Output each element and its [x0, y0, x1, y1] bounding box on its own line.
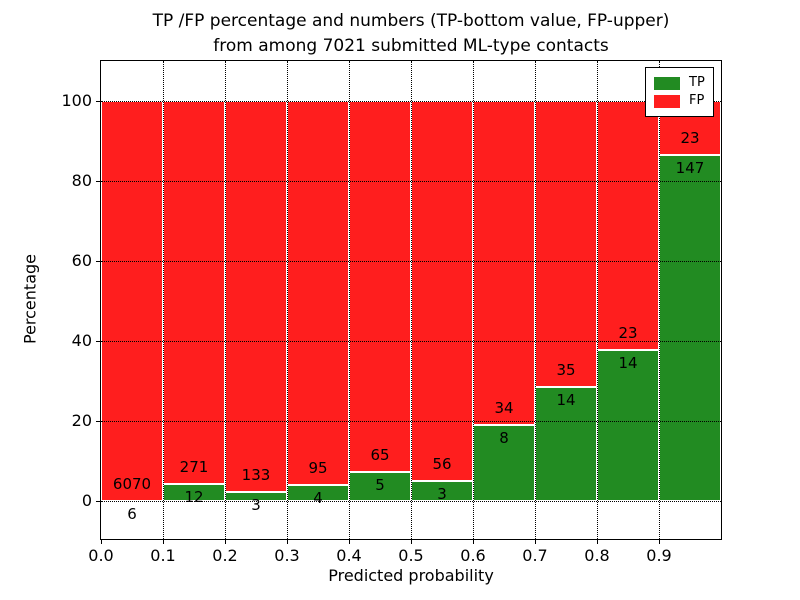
- tp-count-label: 6: [127, 504, 137, 523]
- y-tick-label: 60: [71, 251, 92, 270]
- tp-count-label: 14: [556, 390, 576, 409]
- tp-count-label: 12: [184, 488, 204, 507]
- y-tick: [96, 181, 100, 182]
- tp-bar-segment: [597, 349, 659, 501]
- y-tick-label: 20: [71, 411, 92, 430]
- x-gridline: [225, 61, 226, 539]
- x-gridline: [473, 61, 474, 539]
- x-tick-label: 0.4: [336, 546, 362, 565]
- x-tick: [349, 540, 350, 544]
- x-tick: [597, 540, 598, 544]
- fp-legend-label: FP: [689, 93, 705, 108]
- x-gridline: [349, 61, 350, 539]
- chart-title: TP /FP percentage and numbers (TP-bottom…: [100, 9, 722, 59]
- tp-count-label: 4: [313, 488, 323, 507]
- fp-count-label: 6070: [112, 474, 152, 493]
- fp-count-label: 35: [556, 360, 576, 379]
- x-tick-label: 0.1: [150, 546, 176, 565]
- legend-item-fp: FP: [654, 93, 705, 109]
- fp-legend-swatch: [654, 94, 680, 108]
- tp-bar-segment: [349, 472, 411, 501]
- fp-bar-segment: [473, 101, 535, 425]
- fp-count-label: 34: [494, 398, 514, 417]
- x-gridline: [411, 61, 412, 539]
- tp-count-label: 147: [675, 159, 705, 178]
- x-tick-label: 0.3: [274, 546, 300, 565]
- legend-item-tp: TP: [654, 75, 705, 91]
- y-tick: [96, 101, 100, 102]
- tp-legend-label: TP: [689, 75, 705, 90]
- x-gridline: [535, 61, 536, 539]
- y-axis-label: Percentage: [20, 253, 40, 345]
- tp-count-label: 3: [437, 484, 447, 503]
- y-tick-label: 40: [71, 331, 92, 350]
- x-tick: [473, 540, 474, 544]
- y-tick: [96, 501, 100, 502]
- x-tick-label: 0.2: [212, 546, 238, 565]
- x-tick-label: 0.5: [398, 546, 424, 565]
- fp-bar-segment: [411, 101, 473, 481]
- fp-count-label: 56: [432, 454, 452, 473]
- tp-count-label: 8: [499, 428, 509, 447]
- tp-bar-segment: [659, 155, 721, 501]
- x-tick: [101, 540, 102, 544]
- y-tick: [96, 341, 100, 342]
- x-tick-label: 0.6: [460, 546, 486, 565]
- chart-title-line2: from among 7021 submitted ML-type contac…: [213, 36, 609, 56]
- x-tick-label: 0.0: [88, 546, 114, 565]
- y-tick: [96, 261, 100, 262]
- y-tick-label: 0: [81, 491, 92, 510]
- x-tick-label: 0.8: [584, 546, 610, 565]
- fp-bar-segment: [349, 101, 411, 473]
- fp-bar-segment: [597, 101, 659, 350]
- fp-count-label: 65: [370, 446, 390, 465]
- fp-bar-segment: [101, 101, 163, 501]
- x-tick: [163, 540, 164, 544]
- fp-count-label: 95: [308, 458, 328, 477]
- plot-area: 6070 6 271 12 133 3 95 4 65 5 56 3 34 8 35 14 23 14 23 147 …: [100, 60, 722, 540]
- tp-count-label: 3: [251, 496, 261, 515]
- fp-bar-segment: [287, 101, 349, 485]
- fp-count-label: 23: [680, 129, 700, 148]
- y-tick: [96, 421, 100, 422]
- tp-legend-swatch: [654, 76, 680, 90]
- x-tick: [659, 540, 660, 544]
- x-gridline: [597, 61, 598, 539]
- y-tick-label: 80: [71, 171, 92, 190]
- y-tick-label: 100: [61, 91, 92, 110]
- x-gridline: [659, 61, 660, 539]
- fp-bar-segment: [163, 101, 225, 485]
- x-tick: [287, 540, 288, 544]
- x-tick: [225, 540, 226, 544]
- x-gridline: [287, 61, 288, 539]
- x-tick: [535, 540, 536, 544]
- tp-count-label: 14: [618, 353, 638, 372]
- fp-count-label: 271: [179, 458, 209, 477]
- fp-bar-segment: [225, 101, 287, 493]
- x-tick-label: 0.7: [522, 546, 548, 565]
- fp-bar-segment: [535, 101, 597, 387]
- x-tick: [411, 540, 412, 544]
- x-tick-label: 0.9: [646, 546, 672, 565]
- chart-title-line1: TP /FP percentage and numbers (TP-bottom…: [152, 11, 670, 31]
- legend: TP FP: [645, 67, 714, 117]
- x-axis-label: Predicted probability: [328, 566, 494, 585]
- x-gridline: [163, 61, 164, 539]
- fp-count-label: 133: [241, 466, 271, 485]
- fp-count-label: 23: [618, 323, 638, 342]
- tp-count-label: 5: [375, 476, 385, 495]
